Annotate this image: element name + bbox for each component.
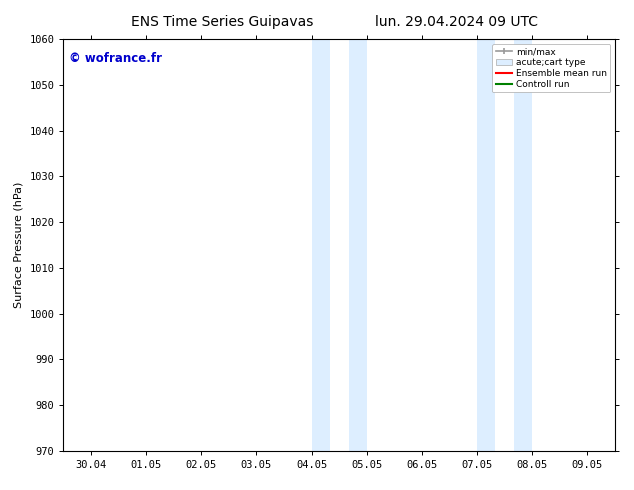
Bar xyxy=(349,39,366,451)
Text: lun. 29.04.2024 09 UTC: lun. 29.04.2024 09 UTC xyxy=(375,15,538,29)
Text: ENS Time Series Guipavas: ENS Time Series Guipavas xyxy=(131,15,313,29)
Bar xyxy=(312,39,330,451)
Legend: min/max, acute;cart type, Ensemble mean run, Controll run: min/max, acute;cart type, Ensemble mean … xyxy=(493,44,611,92)
Bar xyxy=(514,39,533,451)
Text: © wofrance.fr: © wofrance.fr xyxy=(69,51,162,65)
Bar xyxy=(477,39,495,451)
Y-axis label: Surface Pressure (hPa): Surface Pressure (hPa) xyxy=(14,182,24,308)
